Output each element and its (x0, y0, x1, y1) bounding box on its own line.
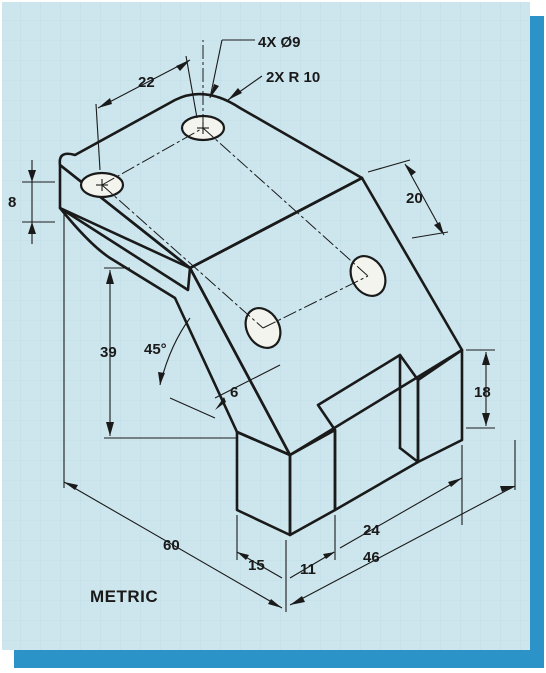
dim-24: 24 (363, 522, 380, 539)
dim-22: 22 (138, 74, 155, 91)
dim-46: 46 (363, 549, 380, 566)
dimension-lines (22, 39, 516, 612)
metric-label: METRIC (90, 587, 158, 606)
part-body (58, 92, 464, 537)
center-line (262, 275, 369, 329)
center-line (202, 127, 369, 277)
dim-6: 6 (230, 384, 238, 401)
dim-11: 11 (300, 561, 316, 578)
ridge-edge (188, 176, 364, 270)
center-line (101, 127, 204, 186)
callout-holes: 4X Ø9 (258, 34, 301, 51)
dim-8: 8 (8, 194, 16, 211)
top-face (58, 92, 364, 270)
slab-front-face (58, 163, 192, 292)
center-line (101, 184, 264, 329)
center-lines (101, 40, 369, 329)
callout-radius: 2X R 10 (266, 69, 320, 86)
dim-angle: 45° (144, 341, 167, 358)
dim-20: 20 (406, 190, 423, 207)
dim-15: 15 (248, 557, 265, 574)
dimension-labels: 4X Ø9 2X R 10 22 8 20 39 45° 6 18 60 15 … (8, 34, 491, 606)
base-right-block (416, 348, 464, 464)
dim-60: 60 (163, 537, 180, 554)
dim-39: 39 (100, 344, 117, 361)
dim-18: 18 (474, 384, 491, 401)
notch-floor-edge (398, 446, 420, 464)
